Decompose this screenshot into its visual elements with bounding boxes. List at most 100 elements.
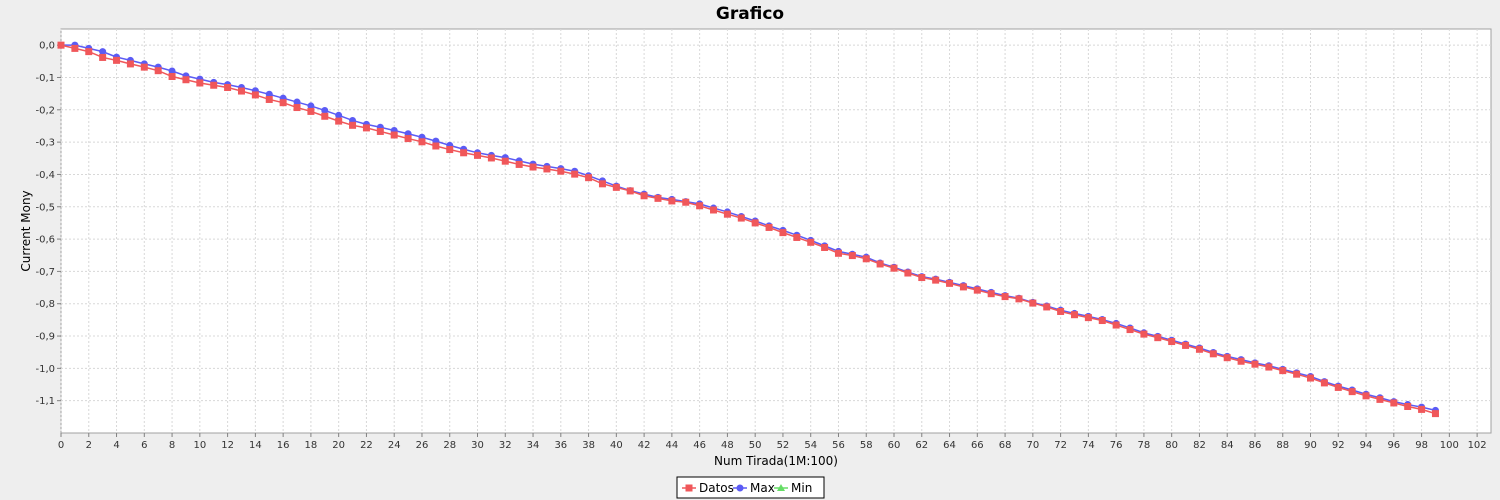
data-point — [1418, 405, 1426, 413]
x-tick-label: 8 — [169, 440, 175, 451]
x-tick-label: 66 — [971, 440, 984, 451]
data-point — [1376, 395, 1384, 403]
data-point — [1362, 392, 1370, 400]
data-point — [640, 192, 648, 200]
y-axis-ticks: 0,0 -0,1 -0,2 -0,3 -0,4 -0,5 -0,6 -0,7 -0,8 -0,9 -… — [35, 41, 61, 407]
y-tick-label: -0,6 — [35, 235, 55, 246]
chart-title: Grafico — [716, 4, 784, 24]
data-point — [1237, 357, 1245, 365]
data-point — [807, 238, 815, 246]
data-point — [1404, 402, 1412, 410]
legend: Datos Max Min — [676, 476, 825, 499]
data-point — [1334, 383, 1342, 391]
x-tick-label: 74 — [1082, 440, 1095, 451]
data-point — [154, 67, 162, 75]
data-point — [529, 163, 537, 171]
data-point — [1265, 363, 1273, 371]
data-point — [557, 167, 565, 175]
y-tick-label: -1,1 — [35, 396, 55, 407]
data-point — [126, 60, 134, 68]
y-axis-label: Current Mony — [19, 190, 33, 271]
data-point — [1320, 379, 1328, 387]
data-point — [1098, 317, 1106, 325]
legend-item-max: Max — [733, 481, 775, 495]
x-tick-label: 26 — [416, 440, 429, 451]
x-tick-label: 98 — [1415, 440, 1428, 451]
data-point — [779, 229, 787, 237]
data-point — [251, 91, 259, 99]
data-point — [1307, 374, 1315, 382]
data-point — [848, 252, 856, 260]
data-point — [1209, 350, 1217, 358]
x-tick-label: 34 — [527, 440, 540, 451]
data-point — [182, 76, 190, 84]
data-point — [821, 243, 829, 251]
x-tick-label: 78 — [1138, 440, 1151, 451]
x-tick-label: 10 — [193, 440, 206, 451]
data-point — [376, 127, 384, 135]
data-point — [265, 95, 273, 103]
data-point — [862, 255, 870, 263]
data-point — [1070, 311, 1078, 319]
data-point — [765, 223, 773, 231]
data-point — [654, 194, 662, 202]
data-point — [335, 117, 343, 125]
x-tick-label: 50 — [749, 440, 762, 451]
y-tick-label: 0,0 — [39, 41, 55, 52]
data-point — [501, 157, 509, 165]
data-point — [751, 219, 759, 227]
x-tick-label: 102 — [1468, 440, 1487, 451]
x-tick-label: 90 — [1304, 440, 1317, 451]
x-tick-label: 2 — [86, 440, 92, 451]
data-point — [432, 142, 440, 150]
data-point — [1195, 345, 1203, 353]
series-line-max — [61, 44, 1436, 412]
x-tick-label: 94 — [1360, 440, 1373, 451]
data-point — [585, 174, 593, 182]
y-tick-label: -1,0 — [35, 364, 55, 375]
data-point — [1126, 326, 1134, 334]
x-tick-label: 32 — [499, 440, 512, 451]
data-point — [876, 260, 884, 268]
data-point — [723, 210, 731, 218]
series-datos — [57, 41, 1439, 418]
x-axis-ticks: 0 2 4 6 8 10 12 14 16 18 20 22 24 26 28 30 32 34 36 38 40 42 4… — [58, 433, 1487, 451]
data-point — [237, 87, 245, 95]
data-point — [696, 202, 704, 210]
data-point — [168, 67, 176, 75]
data-point — [349, 121, 357, 129]
data-point — [307, 107, 315, 115]
legend-item-min: Min — [774, 481, 812, 495]
data-point — [973, 286, 981, 294]
data-point — [932, 276, 940, 284]
data-point — [487, 154, 495, 162]
legend-box — [676, 476, 825, 499]
data-point — [1348, 388, 1356, 396]
data-point — [57, 41, 65, 49]
legend-label: Max — [750, 481, 775, 495]
x-tick-label: 36 — [554, 440, 567, 451]
data-point — [99, 53, 107, 61]
data-point — [1001, 293, 1009, 301]
x-axis-label: Num Tirada(1M:100) — [714, 454, 838, 468]
x-tick-label: 24 — [388, 440, 401, 451]
legend-label: Datos — [699, 481, 734, 495]
x-tick-label: 40 — [610, 440, 623, 451]
legend-marker — [736, 484, 744, 492]
data-point — [571, 170, 579, 178]
data-point — [959, 283, 967, 291]
x-tick-label: 18 — [305, 440, 318, 451]
plot-area — [60, 28, 1492, 434]
legend-label: Min — [791, 481, 812, 495]
y-tick-label: -0,1 — [35, 73, 55, 84]
y-tick-label: -0,5 — [35, 202, 55, 213]
x-tick-label: 52 — [777, 440, 790, 451]
data-point — [196, 79, 204, 87]
x-tick-label: 62 — [915, 440, 928, 451]
data-point — [279, 99, 287, 107]
y-tick-label: -0,7 — [35, 267, 55, 278]
x-tick-label: 84 — [1221, 440, 1234, 451]
x-tick-label: 22 — [360, 440, 373, 451]
x-tick-label: 0 — [58, 440, 64, 451]
x-tick-label: 100 — [1440, 440, 1459, 451]
